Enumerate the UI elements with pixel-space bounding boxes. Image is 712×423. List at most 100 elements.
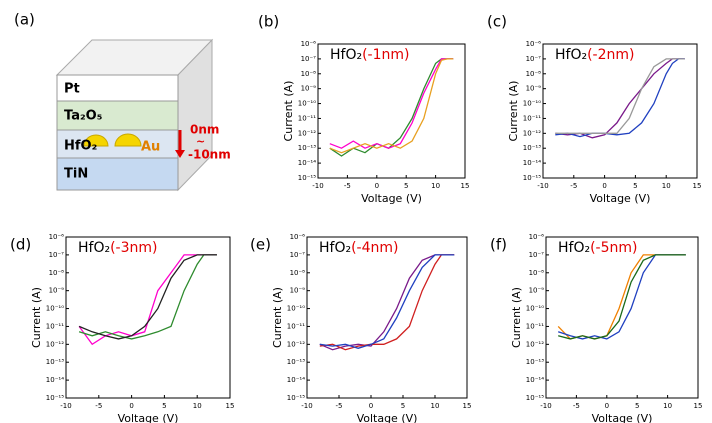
x-tick-label: 0 — [129, 402, 133, 410]
iv-curve — [558, 254, 686, 340]
plot-area — [557, 254, 686, 340]
y-tick-label: 10⁻⁸ — [301, 70, 317, 78]
plot-area — [319, 254, 455, 351]
au-particle — [83, 134, 109, 147]
plot-area — [555, 58, 685, 139]
iv-curve — [319, 254, 455, 351]
x-tick-label: -5 — [573, 402, 580, 410]
y-tick-label: 10⁻⁸ — [529, 269, 545, 277]
x-axis-label: Voltage (V) — [361, 192, 422, 205]
iv-chart: (b) 10⁻¹⁵ 10⁻¹⁴ 10⁻¹³ 10⁻¹² 10⁻¹¹ 10⁻¹⁰ 10⁻⁹ 10⁻… — [258, 13, 469, 206]
y-tick-label: 10⁻¹³ — [287, 358, 305, 366]
layer-label: Pt — [64, 82, 80, 97]
iv-curve — [78, 254, 217, 340]
particle-label: Au — [141, 140, 160, 155]
device-diagram: (a) Pt Ta₂O₅ HfO₂ TiN Au 0nm ~ -10nm — [14, 11, 231, 192]
y-tick-label: 10⁻¹¹ — [523, 114, 541, 122]
au-particle — [114, 133, 142, 147]
title-note: (-4nm) — [351, 240, 398, 256]
x-tick-label: -10 — [312, 182, 323, 190]
x-tick-label: 10 — [431, 402, 440, 410]
panel-label: (f) — [490, 236, 507, 254]
y-tick-label: 10⁻¹² — [298, 129, 316, 137]
y-axis-label: Current (A) — [30, 287, 43, 348]
x-axis-label: Voltage (V) — [592, 412, 653, 423]
iv-curve — [78, 254, 217, 346]
y-tick-label: 10⁻¹⁰ — [287, 305, 305, 313]
y-tick-label: 10⁻⁷ — [49, 251, 65, 259]
x-axis-label: Voltage (V) — [118, 412, 179, 423]
title-material: HfO₂ — [319, 240, 351, 256]
y-tick-label: 10⁻¹³ — [523, 144, 541, 152]
y-tick-label: 10⁻¹³ — [526, 358, 544, 366]
chart-title: HfO₂(-2nm) — [555, 47, 635, 63]
y-tick-label: 10⁻¹⁴ — [287, 376, 305, 384]
x-tick-label: 10 — [663, 402, 672, 410]
y-tick-label: 10⁻¹² — [287, 340, 305, 348]
y-tick-label: 10⁻⁹ — [301, 85, 317, 93]
title-note: (-5nm) — [590, 240, 637, 256]
iv-curve — [555, 58, 685, 134]
y-tick-label: 10⁻⁸ — [526, 70, 542, 78]
y-tick-label: 10⁻⁷ — [301, 55, 317, 63]
panel-label: (b) — [258, 13, 279, 31]
iv-curve — [319, 254, 455, 349]
panel-label: (c) — [487, 13, 507, 31]
x-tick-label: -5 — [95, 402, 102, 410]
title-material: HfO₂ — [78, 240, 110, 256]
x-tick-label: 15 — [226, 402, 235, 410]
iv-curve — [555, 58, 685, 139]
iv-curve — [78, 254, 217, 340]
y-tick-label: 10⁻¹⁴ — [46, 376, 64, 384]
y-tick-label: 10⁻¹⁴ — [298, 159, 316, 167]
iv-curve — [319, 254, 455, 351]
y-tick-label: 10⁻¹¹ — [298, 114, 316, 122]
iv-chart: (d) 10⁻¹⁵ 10⁻¹⁴ 10⁻¹³ 10⁻¹² 10⁻¹¹ 10⁻¹⁰ 10⁻⁹ 10⁻… — [10, 233, 234, 423]
depth-label: 0nm — [190, 123, 219, 137]
x-tick-label: 15 — [461, 182, 470, 190]
title-material: HfO₂ — [558, 240, 590, 256]
y-tick-label: 10⁻¹¹ — [526, 322, 544, 330]
chart-title: HfO₂(-4nm) — [319, 240, 399, 256]
y-tick-label: 10⁻⁹ — [529, 287, 545, 295]
layer-label: Ta₂O₅ — [64, 109, 102, 124]
y-tick-label: 10⁻¹⁵ — [298, 174, 316, 182]
title-note: (-2nm) — [587, 47, 634, 63]
x-tick-label: 10 — [431, 182, 440, 190]
y-tick-label: 10⁻¹¹ — [46, 322, 64, 330]
panel-label: (e) — [250, 236, 271, 254]
chart-title: HfO₂(-1nm) — [330, 47, 410, 63]
depth-arrow-head — [175, 150, 185, 158]
y-tick-label: 10⁻⁶ — [529, 233, 545, 241]
y-tick-label: 10⁻⁶ — [290, 233, 306, 241]
x-tick-label: 5 — [162, 402, 166, 410]
x-tick-label: 15 — [694, 402, 703, 410]
x-tick-label: 5 — [401, 402, 405, 410]
y-tick-label: 10⁻¹² — [526, 340, 544, 348]
y-tick-label: 10⁻⁶ — [301, 40, 317, 48]
x-tick-label: -5 — [570, 182, 577, 190]
y-tick-label: 10⁻⁶ — [526, 40, 542, 48]
iv-curve — [329, 58, 454, 154]
x-tick-label: 15 — [463, 402, 472, 410]
x-axis-label: Voltage (V) — [357, 412, 418, 423]
plot-area — [329, 58, 454, 157]
x-tick-label: 5 — [635, 402, 639, 410]
iv-chart: (f) 10⁻¹⁵ 10⁻¹⁴ 10⁻¹³ 10⁻¹² 10⁻¹¹ 10⁻¹⁰ 10⁻⁹ 10⁻… — [490, 233, 702, 423]
x-tick-label: -10 — [301, 402, 312, 410]
panel-label: (a) — [14, 11, 35, 29]
x-tick-label: 0 — [375, 182, 379, 190]
x-tick-label: -10 — [540, 402, 551, 410]
title-material: HfO₂ — [330, 47, 362, 63]
x-axis-label: Voltage (V) — [590, 192, 651, 205]
x-tick-label: 0 — [602, 182, 606, 190]
plot-frame — [542, 43, 698, 179]
plot-frame — [306, 236, 468, 399]
plot-frame — [317, 43, 466, 179]
y-tick-label: 10⁻¹³ — [46, 358, 64, 366]
chart-title: HfO₂(-5nm) — [558, 240, 638, 256]
x-tick-label: 5 — [404, 182, 408, 190]
iv-curve — [557, 254, 686, 340]
plot-frame — [65, 236, 231, 399]
